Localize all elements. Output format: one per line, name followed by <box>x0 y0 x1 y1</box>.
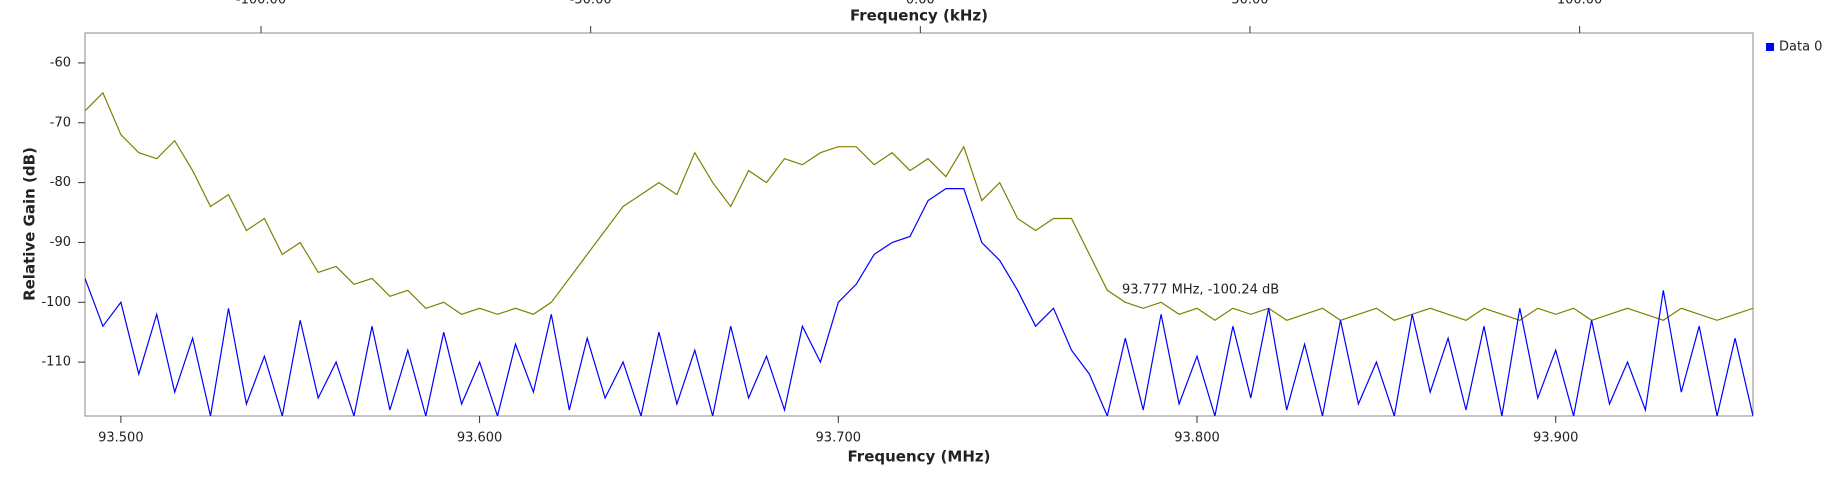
legend-label: Data 0 <box>1779 40 1822 55</box>
series-line <box>85 188 1753 416</box>
y-axis-title: Relative Gain (dB) <box>21 147 39 301</box>
x2-tick-label: -50.00 <box>570 0 612 8</box>
plot-area <box>84 32 1754 417</box>
legend-swatch <box>1766 43 1774 51</box>
x2-tick-label: -100.00 <box>236 0 286 8</box>
x2-tick-label: 0.00 <box>906 0 935 8</box>
x2-axis-title: Frequency (kHz) <box>850 7 988 25</box>
y-tick-label: -70 <box>50 115 71 130</box>
series-line <box>85 91 1753 322</box>
x-axis-title: Frequency (MHz) <box>848 448 991 466</box>
x-tick-label: 93.500 <box>98 431 144 446</box>
y-tick-label: -80 <box>50 175 71 190</box>
x-tick-label: 93.600 <box>457 431 503 446</box>
x-tick-label: 93.700 <box>816 431 862 446</box>
marker-annotation: 93.777 MHz, -100.24 dB <box>1122 283 1279 298</box>
y-tick-label: -90 <box>50 235 71 250</box>
x-tick-label: 93.900 <box>1533 431 1579 446</box>
x2-tick-label: 50.00 <box>1231 0 1268 8</box>
y-tick-label: -60 <box>50 55 71 70</box>
y-tick-label: -110 <box>41 355 71 370</box>
y-tick-label: -100 <box>41 295 71 310</box>
x2-tick-label: 100.00 <box>1557 0 1603 8</box>
x-tick-label: 93.800 <box>1174 431 1220 446</box>
plot-lines <box>85 91 1753 416</box>
